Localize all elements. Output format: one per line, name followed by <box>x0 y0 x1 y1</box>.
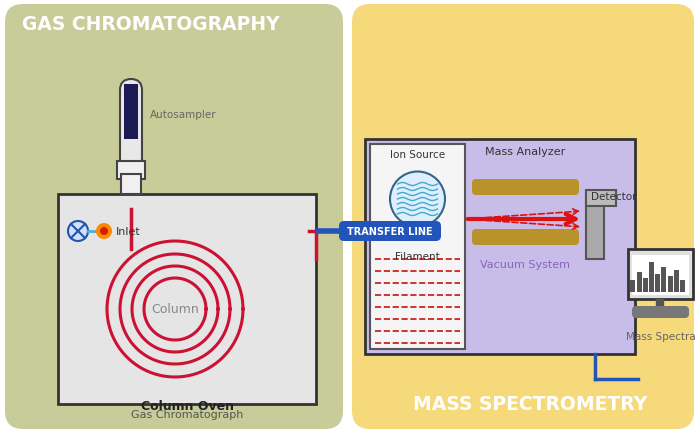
Text: Detector: Detector <box>591 191 636 201</box>
Bar <box>643 278 648 293</box>
Bar <box>370 145 465 349</box>
Text: Inlet: Inlet <box>116 227 141 237</box>
Bar <box>365 140 635 354</box>
Bar <box>637 273 642 293</box>
Bar <box>649 263 654 293</box>
Bar <box>680 280 685 293</box>
Bar <box>662 267 666 293</box>
Text: GAS CHROMATOGRAPHY: GAS CHROMATOGRAPHY <box>22 15 279 34</box>
Text: Ion Source: Ion Source <box>390 150 445 160</box>
Text: MASS SPECTROMETRY: MASS SPECTROMETRY <box>413 394 647 413</box>
Text: Gas Chromatograph: Gas Chromatograph <box>131 409 243 419</box>
Bar <box>586 194 604 260</box>
Text: Mass Spectra: Mass Spectra <box>626 331 695 341</box>
Text: Vacuum System: Vacuum System <box>480 260 570 270</box>
Bar <box>628 250 693 299</box>
Bar <box>632 256 689 295</box>
Bar <box>124 85 138 140</box>
Bar <box>121 174 141 194</box>
Bar <box>58 194 316 404</box>
Circle shape <box>68 221 88 241</box>
Bar <box>631 280 636 293</box>
Circle shape <box>100 227 108 236</box>
Text: Autosampler: Autosampler <box>150 110 216 120</box>
FancyBboxPatch shape <box>472 230 579 246</box>
Text: Column Oven: Column Oven <box>141 399 234 412</box>
Bar <box>674 270 679 293</box>
FancyBboxPatch shape <box>120 80 142 174</box>
Ellipse shape <box>390 172 445 227</box>
FancyBboxPatch shape <box>5 5 343 429</box>
Bar <box>655 274 660 293</box>
Bar <box>668 276 673 293</box>
FancyBboxPatch shape <box>472 180 579 196</box>
Bar <box>586 191 616 207</box>
FancyBboxPatch shape <box>339 221 441 241</box>
FancyBboxPatch shape <box>632 306 689 318</box>
Text: Column: Column <box>151 303 199 316</box>
Text: TRANSFER LINE: TRANSFER LINE <box>347 227 433 237</box>
FancyBboxPatch shape <box>352 5 694 429</box>
Bar <box>117 161 145 180</box>
Text: Filament: Filament <box>395 252 440 262</box>
Circle shape <box>96 224 112 240</box>
Text: Mass Analyzer: Mass Analyzer <box>485 147 566 157</box>
